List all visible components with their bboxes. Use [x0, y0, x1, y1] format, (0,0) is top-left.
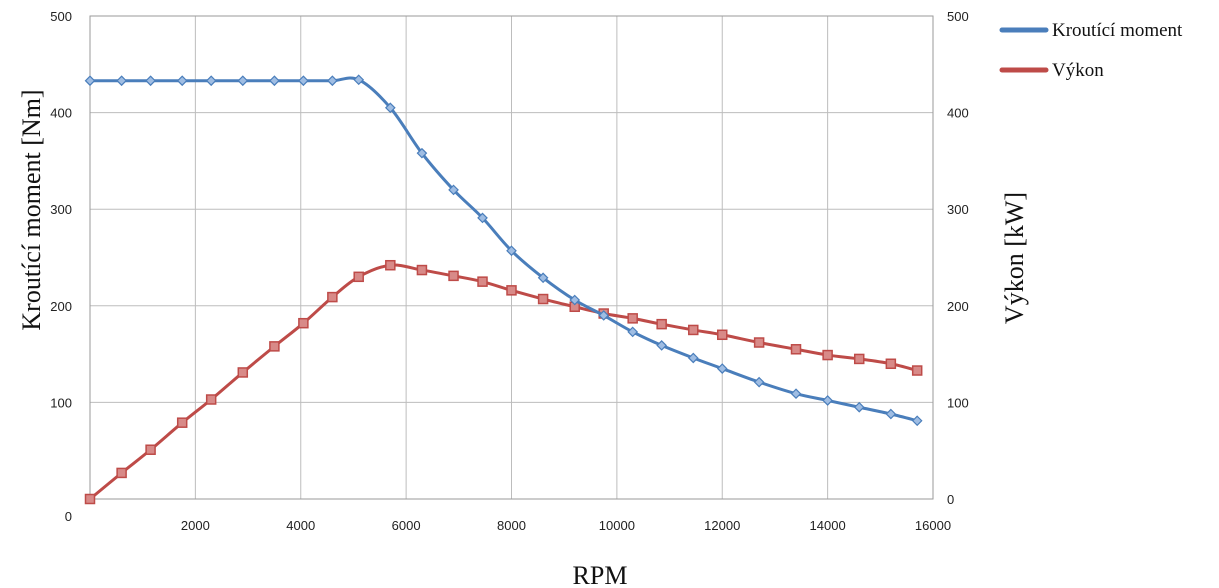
data-point-power: [506, 285, 517, 296]
data-point-power: [717, 329, 728, 341]
data-point-torque: [569, 294, 581, 306]
grid-lines: [90, 15, 934, 500]
right-y-tick-label: 500: [947, 9, 969, 24]
data-point-torque: [506, 245, 517, 257]
data-point-torque: [237, 75, 249, 87]
left-y-tick-label: 0: [65, 509, 72, 524]
right-y-tick-label: 0: [947, 492, 954, 507]
series-layer: [84, 74, 923, 505]
data-point-power: [84, 493, 96, 505]
data-point-torque: [84, 75, 96, 87]
data-point-torque: [116, 75, 127, 87]
left-y-tick-label: 400: [50, 106, 72, 121]
data-point-power: [477, 276, 488, 287]
data-point-power: [205, 394, 217, 405]
data-point-torque: [537, 272, 549, 284]
data-point-power: [385, 259, 396, 271]
data-point-power: [269, 341, 280, 352]
data-point-torque: [853, 401, 865, 413]
data-point-power: [911, 365, 923, 376]
data-point-power: [885, 358, 897, 370]
plot-area-frame: [89, 15, 934, 500]
data-point-torque: [176, 75, 188, 87]
legend-item-power: Výkon: [999, 60, 1104, 81]
x-tick-label: 14000: [810, 518, 846, 533]
data-point-torque: [656, 340, 668, 351]
data-point-power: [416, 264, 428, 276]
series-power: [84, 259, 923, 505]
x-tick-label: 8000: [497, 518, 526, 533]
legend-label-power: Výkon: [1052, 60, 1104, 81]
data-point-power: [237, 367, 249, 378]
data-point-power: [448, 270, 459, 282]
data-point-torque: [753, 376, 765, 388]
x-axis-ticks: 2000 4000 6000 8000 10000 12000 14000 16000: [181, 518, 951, 533]
data-point-torque: [822, 395, 833, 406]
left-y-axis-title: Kroutící moment [Nm]: [17, 89, 46, 330]
x-tick-label: 4000: [286, 518, 315, 533]
right-y-tick-label: 300: [947, 202, 969, 217]
data-point-power: [298, 317, 309, 329]
data-point-power: [853, 353, 865, 365]
x-tick-label: 12000: [704, 518, 740, 533]
data-point-torque: [911, 415, 923, 427]
series-line-power: [89, 263, 918, 501]
legend-item-torque: Kroutící moment: [999, 20, 1183, 41]
data-point-torque: [353, 74, 365, 86]
legend: Kroutící moment Výkon: [999, 20, 1183, 81]
data-point-power: [656, 318, 667, 330]
data-point-power: [753, 337, 765, 348]
data-point-power: [145, 444, 156, 455]
right-y-axis-ticks: 0 100 200 300 400 500: [947, 9, 969, 507]
data-point-torque: [477, 212, 488, 224]
data-point-torque: [416, 147, 428, 159]
data-point-torque: [327, 75, 338, 87]
left-y-tick-label: 500: [50, 9, 72, 24]
data-point-power: [790, 344, 802, 355]
data-point-torque: [598, 310, 610, 321]
data-point-power: [627, 313, 638, 324]
left-y-axis-ticks: 0 100 200 300 400 500: [50, 9, 72, 524]
data-point-power: [116, 467, 127, 479]
data-point-torque: [627, 326, 639, 338]
x-tick-label: 6000: [392, 518, 421, 533]
left-y-tick-label: 200: [50, 299, 72, 314]
series-torque: [84, 74, 923, 427]
x-tick-label: 16000: [915, 518, 951, 533]
data-point-torque: [205, 75, 217, 87]
data-point-power: [688, 324, 699, 336]
data-point-torque: [298, 75, 309, 87]
data-point-power: [822, 349, 833, 361]
data-point-power: [327, 291, 338, 303]
data-point-power: [537, 293, 549, 305]
data-point-torque: [790, 388, 802, 400]
data-point-power: [353, 271, 364, 283]
x-tick-label: 10000: [599, 518, 635, 533]
data-point-torque: [687, 352, 699, 364]
x-axis-title: RPM: [573, 561, 628, 588]
series-line-torque: [90, 76, 918, 423]
left-y-tick-label: 300: [50, 202, 72, 217]
left-y-tick-label: 100: [50, 395, 72, 410]
right-y-tick-label: 200: [947, 299, 969, 314]
right-y-axis-title: Výkon [kW]: [1000, 192, 1029, 324]
data-point-torque: [448, 184, 459, 196]
right-y-tick-label: 400: [947, 106, 969, 121]
legend-label-torque: Kroutící moment: [1052, 20, 1183, 41]
x-tick-label: 2000: [181, 518, 210, 533]
data-point-torque: [145, 75, 156, 87]
data-point-torque: [716, 363, 728, 374]
data-point-torque: [269, 75, 280, 87]
data-point-torque: [885, 408, 897, 420]
right-y-tick-label: 100: [947, 395, 969, 410]
data-point-power: [176, 417, 188, 428]
data-point-torque: [384, 102, 396, 114]
